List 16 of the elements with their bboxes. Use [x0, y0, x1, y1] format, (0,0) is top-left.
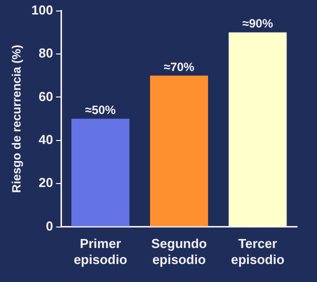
y-tick-label: 100: [31, 2, 54, 18]
x-tick-label: Tercer episodio: [230, 236, 284, 267]
x-tick-label: Primer episodio: [74, 236, 128, 267]
y-tick-label: 40: [38, 132, 54, 147]
data-label: ≈90%: [242, 16, 274, 31]
y-tick-label: 20: [38, 175, 54, 190]
y-tick-label: 80: [38, 46, 54, 61]
data-label: ≈70%: [164, 60, 195, 74]
bar: [228, 32, 287, 226]
bar: [71, 118, 130, 226]
x-tick-label: Segundo episodio: [151, 236, 207, 267]
data-label: ≈50%: [85, 103, 116, 118]
y-tick-label: 0: [46, 218, 54, 234]
y-tick-label: 60: [38, 88, 54, 104]
y-axis-title: Riesgo de recurrencia (%): [10, 44, 24, 193]
bar: [150, 76, 208, 226]
